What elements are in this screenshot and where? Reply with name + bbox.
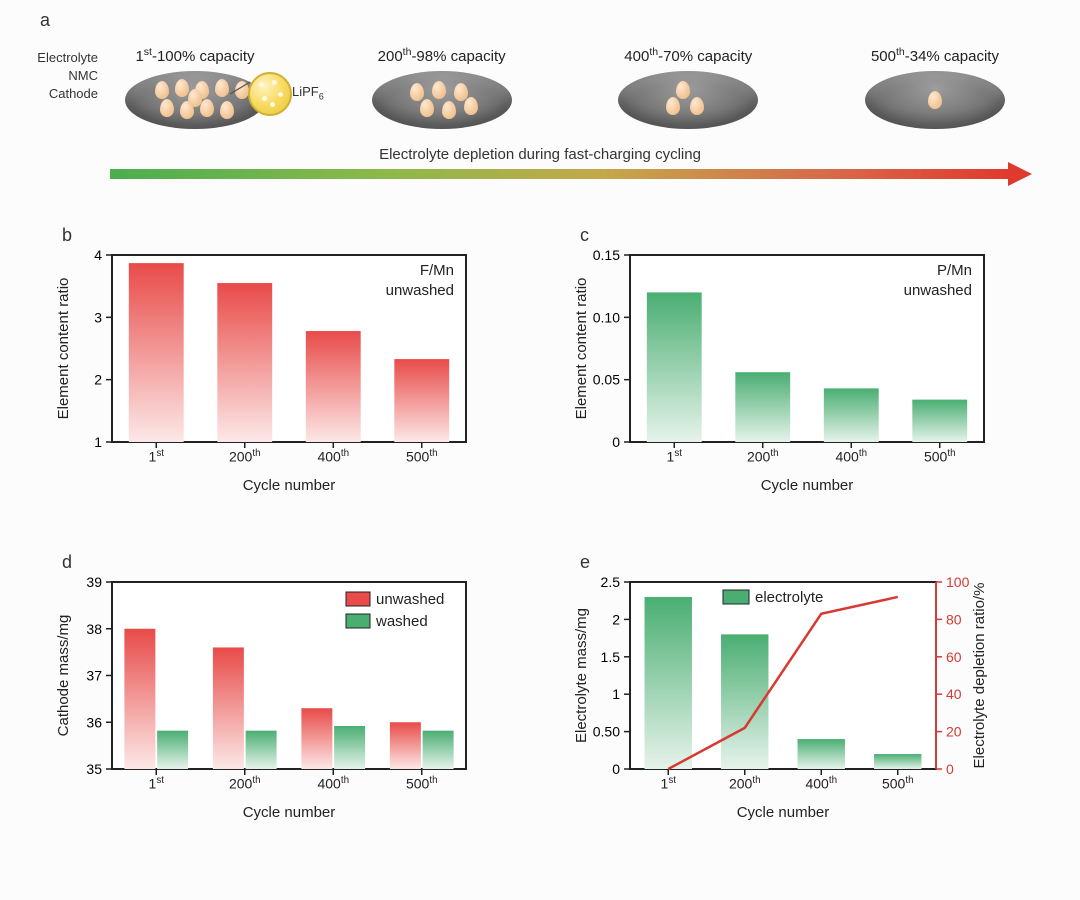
svg-text:Cathode mass/mg: Cathode mass/mg <box>55 615 72 737</box>
electrolyte-drop-icon <box>160 99 174 117</box>
svg-text:100: 100 <box>946 574 970 590</box>
svg-text:0: 0 <box>946 761 954 777</box>
svg-text:Cycle number: Cycle number <box>737 804 830 821</box>
svg-text:1.5: 1.5 <box>601 649 621 665</box>
svg-text:0: 0 <box>612 761 620 777</box>
svg-text:F/Mn: F/Mn <box>420 262 454 279</box>
svg-text:2: 2 <box>94 372 102 388</box>
svg-text:Cycle number: Cycle number <box>243 804 336 821</box>
svg-text:0.15: 0.15 <box>593 247 620 263</box>
svg-text:39: 39 <box>86 574 102 590</box>
label-cathode: Cathode <box>26 86 98 101</box>
cathode-ellipse-icon <box>372 71 512 129</box>
label-nmc: NMC <box>26 68 98 83</box>
gradient-arrow <box>110 165 1030 183</box>
chart-c: 00.050.100.151st200th400th500thElement c… <box>568 245 998 505</box>
svg-text:80: 80 <box>946 611 962 627</box>
svg-text:40: 40 <box>946 686 962 702</box>
cathode-ellipse-icon <box>865 71 1005 129</box>
svg-text:3: 3 <box>94 309 102 325</box>
svg-text:unwashed: unwashed <box>386 282 454 299</box>
svg-text:electrolyte: electrolyte <box>755 589 823 606</box>
callout-line-icon <box>230 80 254 104</box>
svg-text:Element content ratio: Element content ratio <box>573 278 590 420</box>
svg-text:2.5: 2.5 <box>601 574 621 590</box>
svg-text:20: 20 <box>946 724 962 740</box>
svg-text:35: 35 <box>86 761 102 777</box>
lipf6-icon <box>248 72 292 116</box>
cycle-cell-label: 1st-100% capacity <box>135 46 254 65</box>
svg-text:37: 37 <box>86 668 102 684</box>
svg-text:P/Mn: P/Mn <box>937 262 972 279</box>
svg-text:1: 1 <box>94 434 102 450</box>
lipf6-label: LiPF6 <box>292 84 342 102</box>
cycle-cell-label: 200th-98% capacity <box>378 46 506 65</box>
svg-text:Electrolyte depletion ratio/%: Electrolyte depletion ratio/% <box>971 583 988 769</box>
cycle-cell: 200th-98% capacity <box>337 46 547 129</box>
svg-text:unwashed: unwashed <box>904 282 972 299</box>
electrolyte-drop-icon <box>410 83 424 101</box>
cathode-ellipse-icon <box>618 71 758 129</box>
electrolyte-drop-icon <box>155 81 169 99</box>
label-electrolyte: Electrolyte <box>26 50 98 65</box>
panel-b-label: b <box>62 225 72 246</box>
panel-c-label: c <box>580 225 589 246</box>
electrolyte-drop-icon <box>200 99 214 117</box>
svg-text:4: 4 <box>94 247 102 263</box>
svg-text:Electrolyte mass/mg: Electrolyte mass/mg <box>573 608 590 743</box>
arrow-caption: Electrolyte depletion during fast-chargi… <box>30 146 1050 163</box>
electrolyte-drop-icon <box>175 79 189 97</box>
electrolyte-drop-icon <box>215 79 229 97</box>
electrolyte-drop-icon <box>928 91 942 109</box>
chart-e: 00.5011.522.50204060801001st200th400th50… <box>568 572 998 832</box>
svg-text:Element content ratio: Element content ratio <box>55 278 72 420</box>
svg-text:1: 1 <box>612 686 620 702</box>
svg-text:Cycle number: Cycle number <box>761 477 854 494</box>
electrolyte-drop-icon <box>464 97 478 115</box>
electrolyte-drop-icon <box>666 97 680 115</box>
chart-d: 35363738391st200th400th500thCathode mass… <box>50 572 480 832</box>
svg-text:0: 0 <box>612 434 620 450</box>
svg-text:washed: washed <box>375 613 428 630</box>
svg-text:unwashed: unwashed <box>376 591 444 608</box>
electrolyte-drop-icon <box>432 81 446 99</box>
svg-text:Cycle number: Cycle number <box>243 477 336 494</box>
chart-b: 12341st200th400th500thElement content ra… <box>50 245 480 505</box>
svg-text:0.50: 0.50 <box>593 724 620 740</box>
electrolyte-drop-icon <box>676 81 690 99</box>
panel-a: Electrolyte NMC Cathode 1st-100% capacit… <box>30 10 1050 210</box>
cycle-cell: 400th-70% capacity <box>583 46 793 129</box>
cycle-cell: 500th-34% capacity <box>830 46 1040 129</box>
svg-text:38: 38 <box>86 621 102 637</box>
cycle-cell-label: 500th-34% capacity <box>871 46 999 65</box>
panel-d-label: d <box>62 552 72 573</box>
electrolyte-drop-icon <box>188 89 202 107</box>
svg-text:36: 36 <box>86 714 102 730</box>
panel-e-label: e <box>580 552 590 573</box>
figure-root: a Electrolyte NMC Cathode 1st-100% capac… <box>0 0 1080 900</box>
svg-text:60: 60 <box>946 649 962 665</box>
electrolyte-drop-icon <box>690 97 704 115</box>
electrolyte-drop-icon <box>420 99 434 117</box>
svg-text:0.10: 0.10 <box>593 309 620 325</box>
svg-text:0.05: 0.05 <box>593 372 620 388</box>
electrolyte-drop-icon <box>442 101 456 119</box>
cycle-cell-label: 400th-70% capacity <box>624 46 752 65</box>
svg-text:2: 2 <box>612 611 620 627</box>
